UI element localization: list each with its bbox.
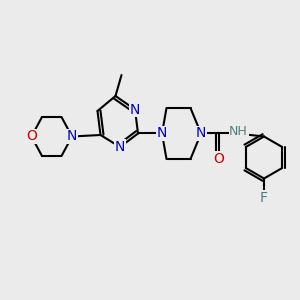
Text: N: N [130, 103, 140, 116]
Text: F: F [260, 191, 268, 205]
Text: N: N [67, 130, 77, 143]
Text: N: N [157, 127, 167, 140]
Text: N: N [115, 140, 125, 154]
Text: NH: NH [229, 125, 248, 139]
Text: N: N [196, 127, 206, 140]
Text: O: O [214, 152, 224, 166]
Text: O: O [26, 130, 37, 143]
